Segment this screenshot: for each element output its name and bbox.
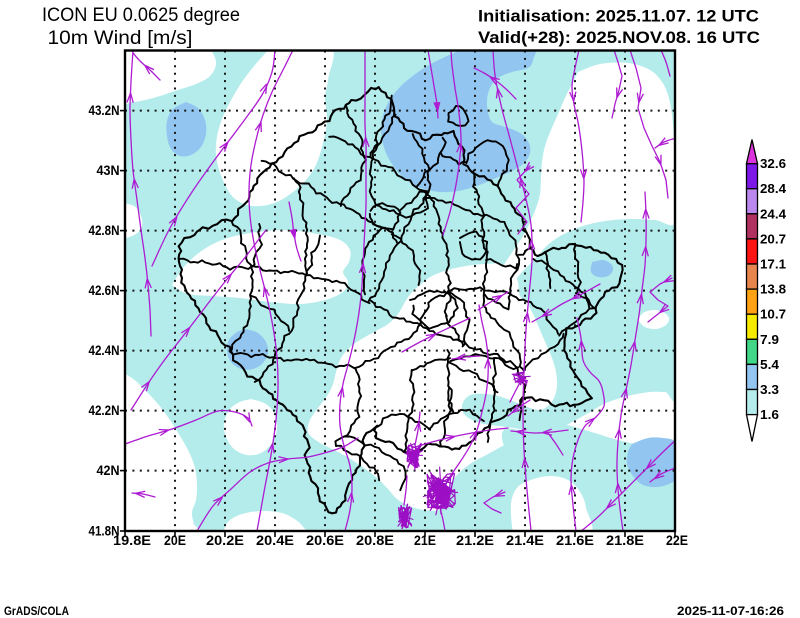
svg-text:19.8E: 19.8E	[113, 533, 151, 548]
svg-text:7.9: 7.9	[760, 332, 779, 347]
svg-text:21.8E: 21.8E	[606, 533, 644, 548]
svg-text:Valid(+28): 2025.NOV.08. 16 UT: Valid(+28): 2025.NOV.08. 16 UTC	[478, 28, 760, 47]
svg-text:21.4E: 21.4E	[506, 533, 544, 548]
svg-text:22E: 22E	[666, 533, 688, 548]
svg-text:21.6E: 21.6E	[556, 533, 594, 548]
svg-text:32.6: 32.6	[760, 156, 786, 171]
svg-text:43N: 43N	[97, 163, 120, 178]
svg-text:28.4: 28.4	[760, 181, 787, 196]
svg-text:17.1: 17.1	[760, 257, 786, 272]
svg-text:42.6N: 42.6N	[89, 283, 120, 298]
svg-text:5.4: 5.4	[760, 357, 780, 372]
svg-text:20.8E: 20.8E	[356, 533, 394, 548]
svg-text:24.4: 24.4	[760, 206, 787, 221]
svg-text:10m Wind [m/s]: 10m Wind [m/s]	[48, 28, 193, 49]
svg-text:2025-11-07-16:26: 2025-11-07-16:26	[677, 604, 784, 618]
svg-text:21E: 21E	[414, 533, 436, 548]
svg-text:21.2E: 21.2E	[456, 533, 494, 548]
svg-text:20.7: 20.7	[760, 231, 786, 246]
svg-text:1.6: 1.6	[760, 407, 779, 422]
svg-text:41.8N: 41.8N	[89, 524, 120, 539]
svg-text:GrADS/COLA: GrADS/COLA	[4, 604, 69, 618]
svg-text:20.6E: 20.6E	[306, 533, 344, 548]
svg-text:ICON EU 0.0625 degree: ICON EU 0.0625 degree	[42, 5, 240, 26]
svg-text:13.8: 13.8	[760, 282, 786, 297]
svg-text:42N: 42N	[97, 463, 120, 478]
svg-text:20.4E: 20.4E	[256, 533, 294, 548]
svg-text:20.2E: 20.2E	[206, 533, 244, 548]
svg-text:20E: 20E	[164, 533, 186, 548]
svg-text:43.2N: 43.2N	[89, 103, 120, 118]
svg-text:42.8N: 42.8N	[89, 223, 120, 238]
svg-text:3.3: 3.3	[760, 382, 779, 397]
svg-text:Initialisation: 2025.11.07. 12: Initialisation: 2025.11.07. 12 UTC	[478, 7, 759, 26]
svg-text:42.2N: 42.2N	[89, 403, 120, 418]
svg-text:10.7: 10.7	[760, 307, 786, 322]
svg-text:42.4N: 42.4N	[89, 343, 120, 358]
